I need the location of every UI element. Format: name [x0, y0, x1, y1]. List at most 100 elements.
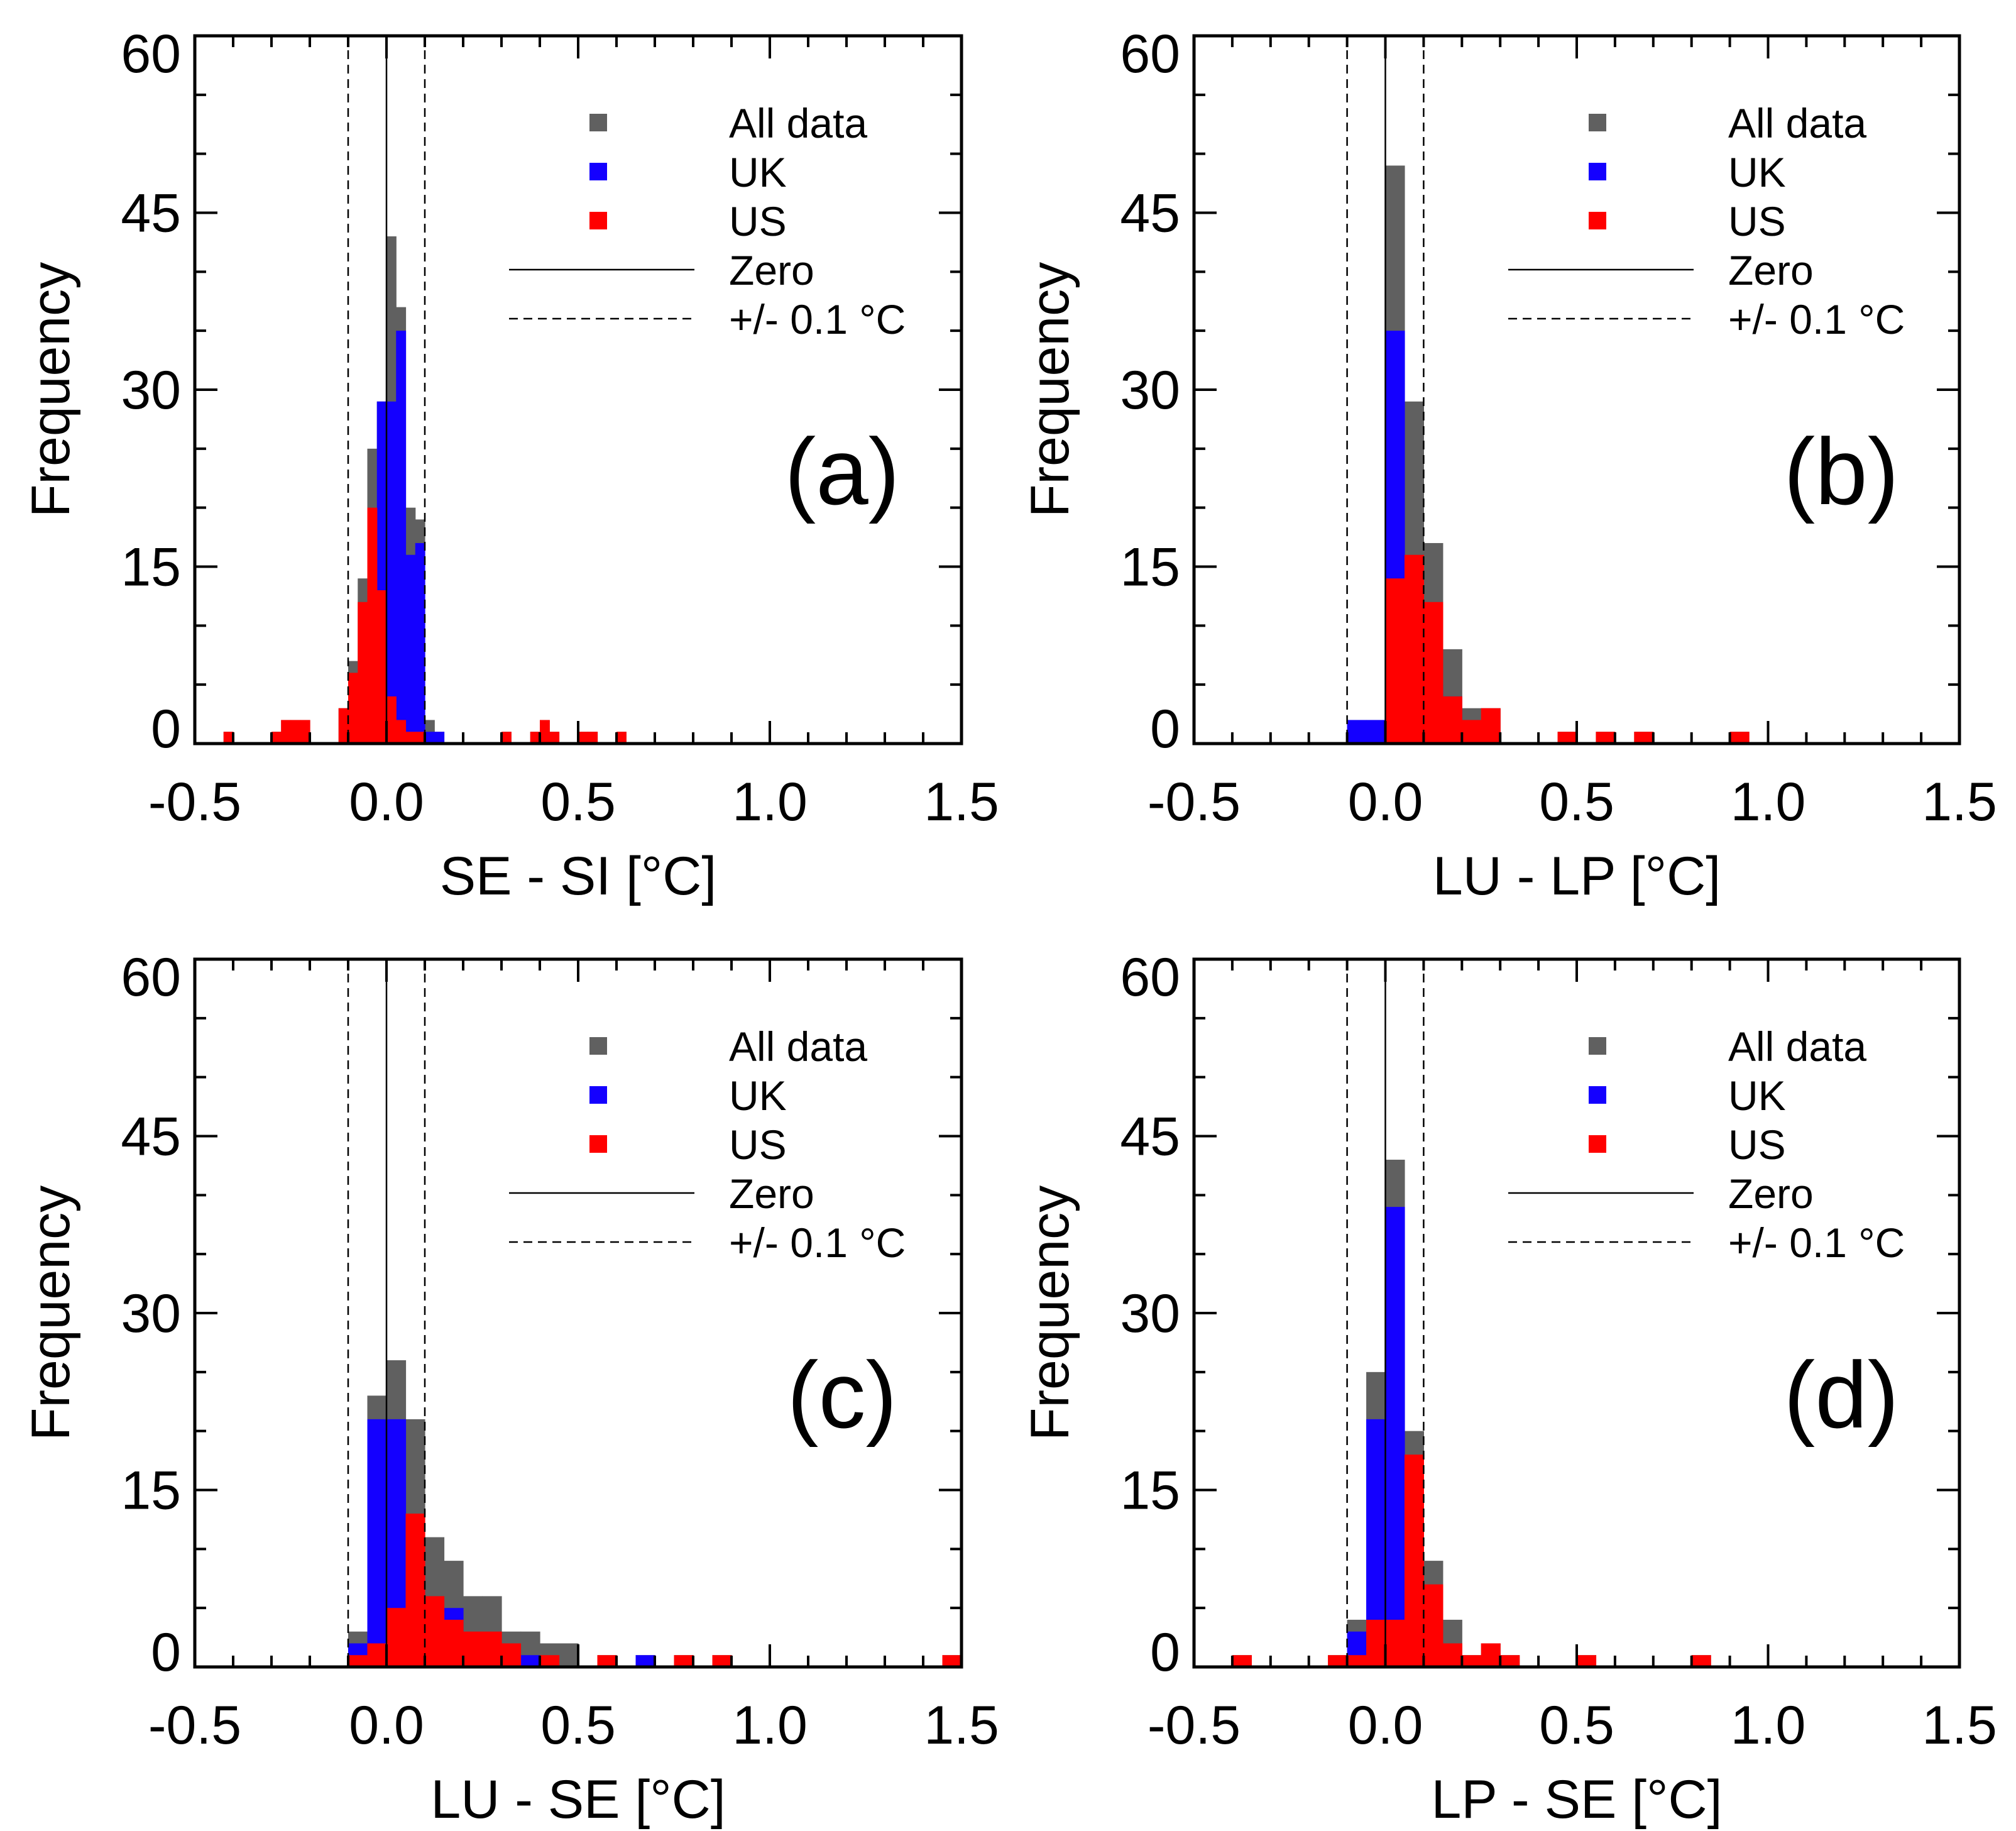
- histogram-bar: [376, 590, 387, 744]
- x-tick-label: 1.5: [1922, 1695, 1997, 1756]
- x-tick-label: 0.0: [1348, 1695, 1423, 1756]
- histogram-bar: [1462, 720, 1482, 744]
- histogram-bar: [501, 732, 512, 744]
- histogram-bar: [348, 1655, 368, 1667]
- histogram-bar: [386, 401, 397, 744]
- y-tick-label: 30: [1120, 1284, 1180, 1344]
- x-tick-label: 1.0: [732, 1695, 808, 1756]
- histogram-bar: [1481, 708, 1501, 744]
- histogram-bar: [520, 1655, 540, 1667]
- panel-label: (b): [1783, 419, 1898, 524]
- y-tick-label: 60: [1120, 947, 1180, 1008]
- histogram-bar: [396, 331, 407, 744]
- legend-marker-us: [589, 1135, 607, 1153]
- histogram-bar: [1232, 1655, 1252, 1667]
- legend-label-zero: Zero: [1728, 247, 1814, 294]
- x-tick-label: 1.0: [1731, 772, 1806, 832]
- histogram-bar: [1577, 1655, 1597, 1667]
- histogram-bar: [1385, 578, 1405, 744]
- y-tick-label: 45: [1120, 184, 1180, 244]
- histogram-bar: [300, 720, 310, 744]
- y-tick-label: 60: [121, 24, 181, 84]
- histogram-bar: [942, 1655, 962, 1667]
- histogram-bar: [1404, 554, 1424, 744]
- y-tick-label: 45: [121, 1107, 181, 1167]
- legend-label-us: US: [1728, 198, 1786, 245]
- histogram-bar: [1442, 696, 1462, 744]
- histogram-bar: [281, 720, 292, 744]
- histogram-bar: [501, 1643, 522, 1667]
- histogram-bar: [223, 732, 234, 744]
- histogram-bar: [1729, 732, 1750, 744]
- x-tick-label: 0.5: [1539, 1695, 1614, 1756]
- legend-label-all_data: All data: [729, 1023, 867, 1070]
- x-tick-label: 0.0: [349, 772, 424, 832]
- histogram-bar: [1347, 720, 1367, 744]
- histogram-bar: [1500, 1655, 1520, 1667]
- histogram-bar: [597, 1655, 617, 1667]
- series-us: [348, 1514, 962, 1667]
- histogram-bar: [482, 1631, 502, 1667]
- histogram-bar: [386, 696, 397, 744]
- legend-label-zero: Zero: [1728, 1170, 1814, 1217]
- y-tick-label: 45: [121, 184, 181, 244]
- legend-label-uk: UK: [1728, 1072, 1786, 1119]
- legend-marker-us: [1589, 1135, 1606, 1153]
- legend-marker-uk: [589, 1086, 607, 1104]
- panel-label: (c): [787, 1342, 897, 1448]
- legend-label-threshold: +/- 0.1 °C: [729, 1219, 906, 1266]
- legend-label-threshold: +/- 0.1 °C: [729, 296, 906, 343]
- histogram-bar: [1557, 732, 1577, 744]
- legend-marker-uk: [1589, 1086, 1606, 1104]
- chart-panel-d: -0.5 0.0 0.5 1.0 1.5 0 15 30 45 60 LP - SE [°C] Fre…: [1020, 947, 1997, 1830]
- legend-label-us: US: [729, 1121, 787, 1168]
- histogram-bar: [348, 673, 358, 744]
- histogram-bar: [1634, 732, 1654, 744]
- x-tick-label: 1.5: [924, 1695, 999, 1756]
- histogram-bar: [338, 708, 349, 744]
- histogram-bar: [358, 602, 368, 744]
- legend-label-threshold: +/- 0.1 °C: [1728, 1219, 1905, 1266]
- histogram-bar: [444, 1619, 464, 1667]
- legend-marker-us: [1589, 212, 1606, 229]
- x-tick-label: 1.0: [1731, 1695, 1806, 1756]
- legend-marker-all_data: [1589, 1037, 1606, 1055]
- y-axis-label: Frequency: [1020, 1185, 1080, 1441]
- histogram-bar: [405, 554, 416, 744]
- histogram-bar: [1481, 1643, 1501, 1667]
- legend-marker-uk: [589, 163, 607, 180]
- histogram-bar: [367, 1419, 387, 1667]
- x-tick-label: 0.5: [1539, 772, 1614, 832]
- histogram-bar: [405, 732, 416, 744]
- histogram-bar: [1328, 1655, 1348, 1667]
- y-tick-label: 0: [1150, 1622, 1180, 1683]
- histogram-bar: [616, 732, 627, 744]
- x-axis-label: LU - SE [°C]: [430, 1769, 725, 1830]
- y-tick-label: 60: [1120, 24, 1180, 84]
- histogram-bar: [271, 732, 282, 744]
- x-tick-label: -0.5: [148, 1695, 241, 1756]
- y-tick-label: 45: [1120, 1107, 1180, 1167]
- histogram-bar: [635, 1655, 655, 1667]
- y-tick-label: 15: [121, 537, 181, 598]
- series-us: [1232, 1454, 1711, 1667]
- histogram-bar: [463, 1631, 483, 1667]
- x-tick-label: 1.5: [924, 772, 999, 832]
- x-axis-label: LP - SE [°C]: [1432, 1769, 1723, 1830]
- y-tick-label: 15: [121, 1461, 181, 1521]
- y-tick-label: 0: [151, 1622, 181, 1683]
- legend-marker-all_data: [589, 1037, 607, 1055]
- chart-panel-a: -0.5 0.0 0.5 1.0 1.5 0 15 30 45 60 SE - SI [°C] Fre…: [21, 24, 999, 906]
- x-tick-label: 0.5: [540, 772, 616, 832]
- histogram-bar: [415, 732, 425, 744]
- y-axis-label: Frequency: [21, 262, 81, 517]
- x-tick-label: 0.5: [540, 1695, 616, 1756]
- histogram-bar: [386, 1608, 407, 1667]
- histogram-bar: [1462, 1655, 1482, 1667]
- histogram-bar: [578, 732, 588, 744]
